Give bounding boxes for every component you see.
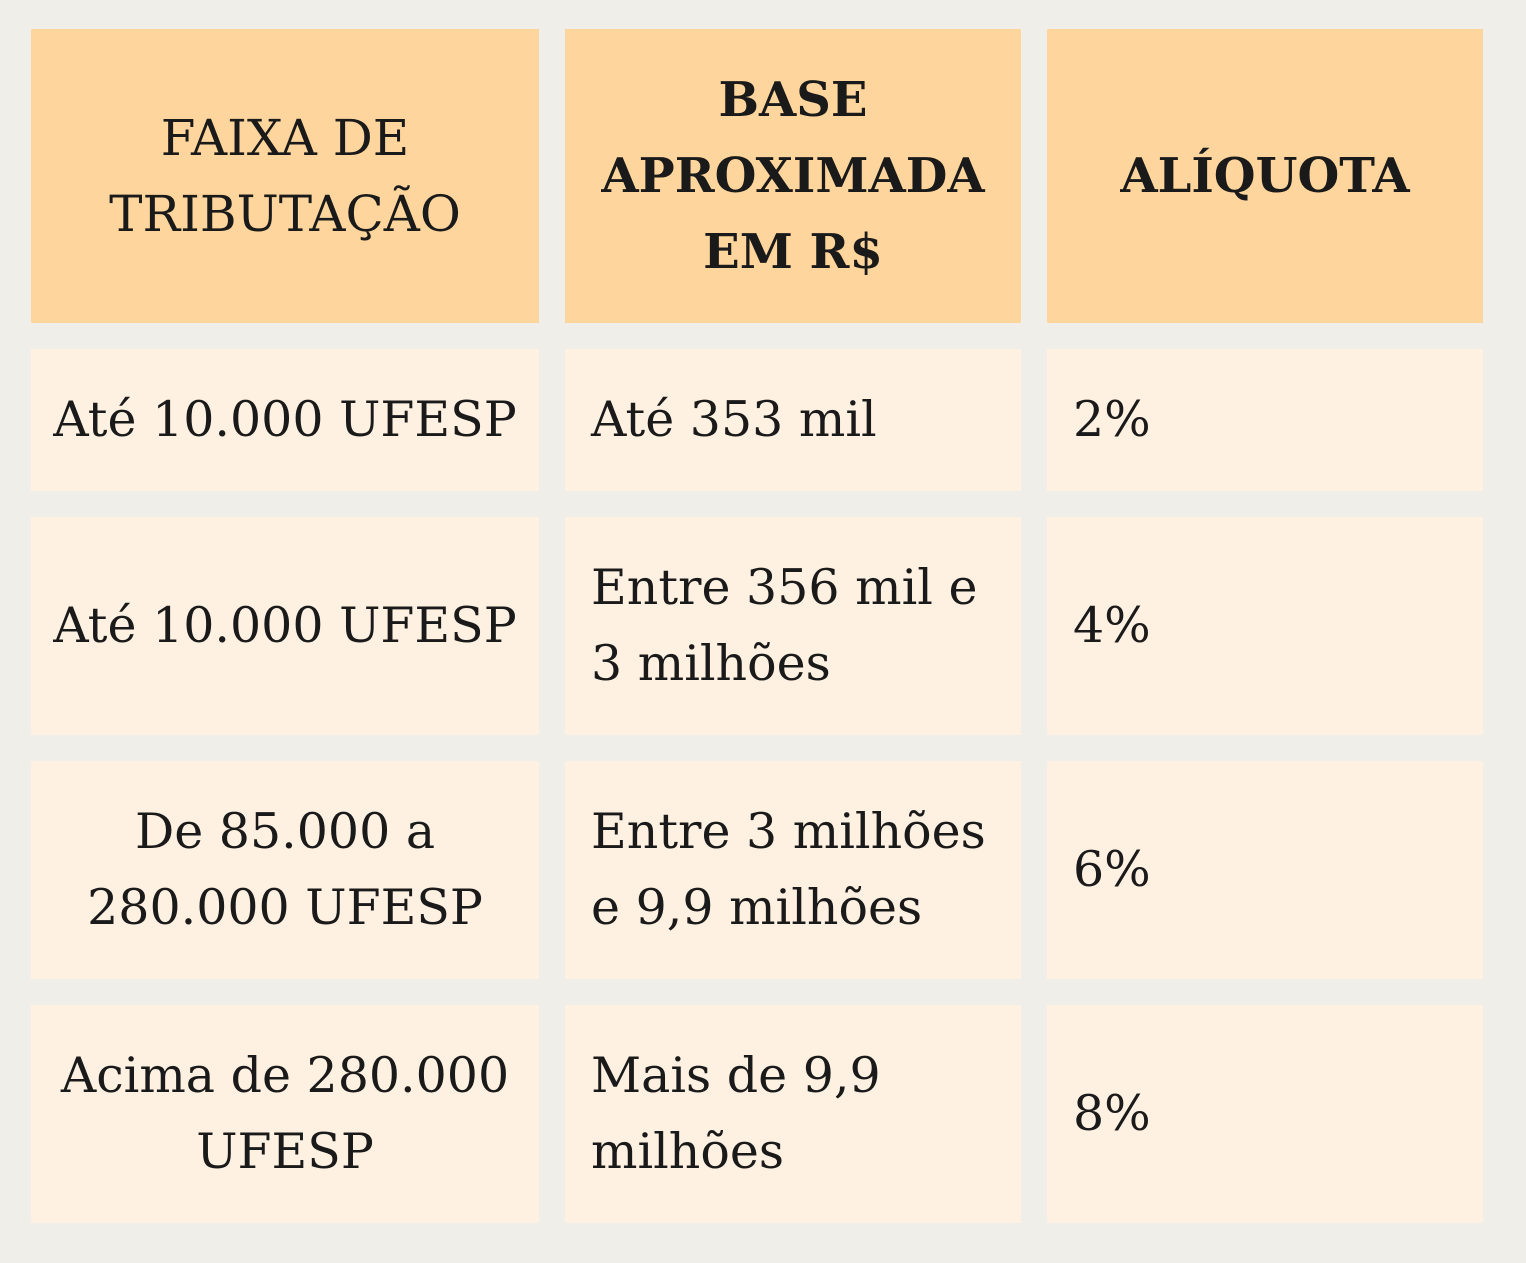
- row-1-faixa-cell: Até 10.000 UFESP: [31, 349, 539, 491]
- row-1-aliquota: 2%: [1073, 391, 1151, 448]
- row-4-aliquota-cell: 8%: [1047, 1005, 1483, 1223]
- header-cell-faixa: FAIXA DE TRIBUTAÇÃO: [31, 29, 539, 323]
- row-2-base-cell: Entre 356 mil e 3 milhões: [565, 517, 1021, 735]
- row-1-faixa: Até 10.000 UFESP: [53, 391, 517, 448]
- row-4-aliquota: 8%: [1073, 1085, 1151, 1142]
- header-cell-base: BASE APROXIMADA EM R$: [565, 29, 1021, 323]
- row-2-faixa-cell: Até 10.000 UFESP: [31, 517, 539, 735]
- header-faixa-label: FAIXA DE TRIBUTAÇÃO: [109, 109, 461, 243]
- row-1-base-cell: Até 353 mil: [565, 349, 1021, 491]
- header-cell-aliquota: ALÍQUOTA: [1047, 29, 1483, 323]
- row-3-faixa: De 85.000 a 280.000 UFESP: [87, 803, 483, 936]
- row-4-faixa: Acima de 280.000 UFESP: [60, 1047, 510, 1180]
- row-1-aliquota-cell: 2%: [1047, 349, 1483, 491]
- row-3-base: Entre 3 milhões e 9,9 milhões: [591, 803, 986, 936]
- row-3-aliquota-cell: 6%: [1047, 761, 1483, 979]
- tax-rate-table: FAIXA DE TRIBUTAÇÃO BASE APROXIMADA EM R…: [31, 29, 1483, 1223]
- row-3-base-cell: Entre 3 milhões e 9,9 milhões: [565, 761, 1021, 979]
- row-3-aliquota: 6%: [1073, 841, 1151, 898]
- row-4-base: Mais de 9,9 milhões: [591, 1047, 881, 1180]
- header-aliquota-label: ALÍQUOTA: [1120, 148, 1410, 204]
- row-1-base: Até 353 mil: [591, 391, 877, 448]
- row-2-aliquota-cell: 4%: [1047, 517, 1483, 735]
- row-2-faixa: Até 10.000 UFESP: [53, 597, 517, 654]
- row-3-faixa-cell: De 85.000 a 280.000 UFESP: [31, 761, 539, 979]
- row-2-base: Entre 356 mil e 3 milhões: [591, 559, 978, 692]
- row-4-faixa-cell: Acima de 280.000 UFESP: [31, 1005, 539, 1223]
- row-2-aliquota: 4%: [1073, 597, 1151, 654]
- row-4-base-cell: Mais de 9,9 milhões: [565, 1005, 1021, 1223]
- header-base-label: BASE APROXIMADA EM R$: [601, 72, 985, 280]
